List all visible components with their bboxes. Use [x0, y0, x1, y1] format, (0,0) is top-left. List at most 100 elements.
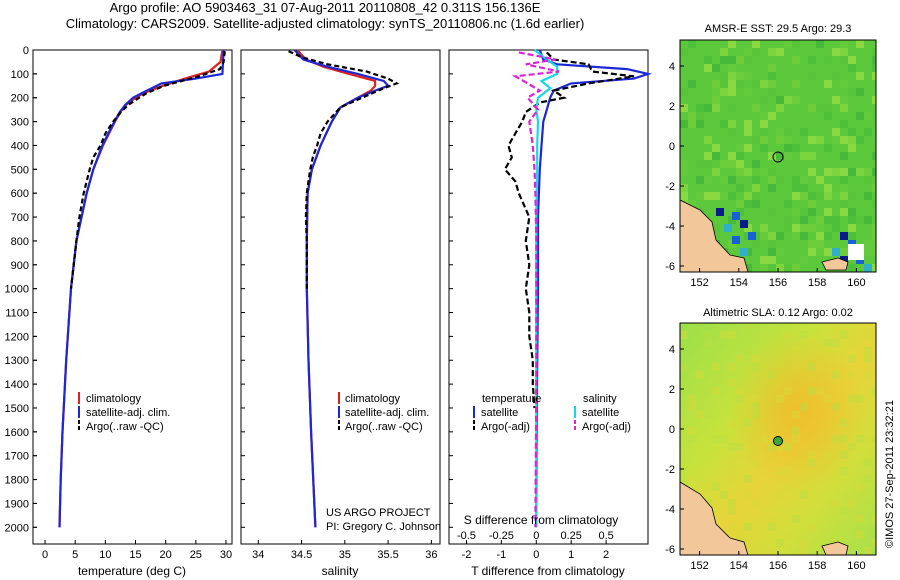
x-tick-label: 2	[603, 549, 609, 561]
sst-cold-cell	[740, 248, 748, 256]
map-y-tick-label: -6	[665, 544, 675, 556]
x-tick-label: 0	[42, 549, 48, 561]
sla-cell	[784, 467, 792, 475]
sla-cell	[728, 507, 736, 515]
temperature-plot-frame	[32, 49, 233, 545]
sla-cell	[696, 483, 704, 491]
sst-cell	[728, 152, 736, 160]
sst-cell	[808, 208, 816, 216]
sst-cell	[752, 200, 760, 208]
sst-cell	[856, 40, 864, 48]
sst-cell	[848, 168, 856, 176]
sla-cell	[688, 395, 696, 403]
sst-cell	[840, 168, 848, 176]
depth-tick-label: 1500	[5, 403, 29, 415]
sst-cell	[832, 168, 840, 176]
sst-cell	[848, 232, 856, 240]
x-tick-label: 20	[160, 549, 172, 561]
depth-tick-label: 1800	[5, 475, 29, 487]
sst-cell	[760, 144, 768, 152]
sla-map	[680, 323, 876, 555]
sst-cell	[768, 248, 776, 256]
sla-map-title: Altimetric SLA: 0.12 Argo: 0.02	[703, 307, 853, 319]
sla-cell	[696, 403, 704, 411]
sst-cell	[760, 168, 768, 176]
sst-cell	[784, 136, 792, 144]
sla-cell	[744, 475, 752, 483]
sst-cell	[744, 192, 752, 200]
sla-cell	[728, 475, 736, 483]
sla-cell	[776, 467, 784, 475]
sst-cell	[784, 128, 792, 136]
map-x-tick-label: 152	[690, 277, 708, 289]
sst-cell	[840, 152, 848, 160]
sst-cell	[872, 48, 876, 56]
legend-label-s-satellite: satellite	[582, 407, 619, 419]
sla-cell	[768, 443, 776, 451]
difference-top-axis-label: S difference from climatology	[464, 513, 619, 527]
sst-cell	[808, 104, 816, 112]
sst-cold-cell	[740, 220, 748, 228]
sla-cell	[744, 539, 752, 547]
sla-cell	[816, 387, 824, 395]
sla-cell	[744, 323, 752, 331]
sla-cell	[800, 491, 808, 499]
sla-cell	[728, 459, 736, 467]
sst-cell	[712, 88, 720, 96]
sla-cell	[808, 523, 816, 531]
sla-map-coastline	[680, 481, 749, 555]
sst-cell	[712, 192, 720, 200]
sst-cell	[800, 184, 808, 192]
sst-cell	[776, 152, 784, 160]
sst-cell	[784, 144, 792, 152]
map-y-tick-label: 4	[669, 61, 675, 73]
sst-cell	[832, 128, 840, 136]
sst-cell	[680, 48, 688, 56]
x-tick-label: 35	[339, 549, 351, 561]
series-line-argo	[288, 50, 400, 289]
sst-cell	[768, 208, 776, 216]
sst-cell	[848, 56, 856, 64]
sst-cell	[752, 80, 760, 88]
sla-cell	[840, 467, 848, 475]
sla-cell	[840, 451, 848, 459]
sla-cell	[712, 483, 720, 491]
sla-cell	[872, 339, 876, 347]
map-y-tick-label: 0	[669, 141, 675, 153]
sst-cell	[792, 80, 800, 88]
sst-cell	[728, 128, 736, 136]
sla-cell	[680, 331, 688, 339]
depth-tick-label: 2000	[5, 522, 29, 534]
sst-cold-cell	[832, 248, 840, 256]
sla-argo-marker	[773, 436, 783, 446]
sst-cell	[784, 40, 792, 48]
depth-tick-label: 1200	[5, 331, 29, 343]
sst-cell	[872, 200, 876, 208]
sst-cell	[768, 48, 776, 56]
sst-cell	[856, 136, 864, 144]
sla-cell	[776, 443, 784, 451]
depth-tick-label: 100	[11, 69, 29, 81]
sst-cell	[720, 48, 728, 56]
sst-cell	[720, 88, 728, 96]
depth-tick-label: 1600	[5, 427, 29, 439]
sla-map-island	[821, 541, 849, 555]
sst-cell	[776, 96, 784, 104]
sst-cell	[808, 56, 816, 64]
sst-cell	[792, 40, 800, 48]
sst-cell	[808, 72, 816, 80]
sla-cell	[688, 403, 696, 411]
sst-cell	[712, 104, 720, 112]
sst-cell	[872, 56, 876, 64]
salinity-axis-label: salinity	[322, 564, 359, 578]
temperature-legend: climatology satellite-adj. clim. Argo(..…	[78, 392, 170, 433]
sla-cell	[776, 491, 784, 499]
sst-cell	[776, 248, 784, 256]
sst-cell	[840, 80, 848, 88]
salinity-plot-frame	[240, 49, 441, 545]
sst-cell	[808, 136, 816, 144]
sst-cell	[872, 96, 876, 104]
sst-cell	[760, 232, 768, 240]
sst-cell	[696, 104, 704, 112]
sst-cell	[824, 104, 832, 112]
